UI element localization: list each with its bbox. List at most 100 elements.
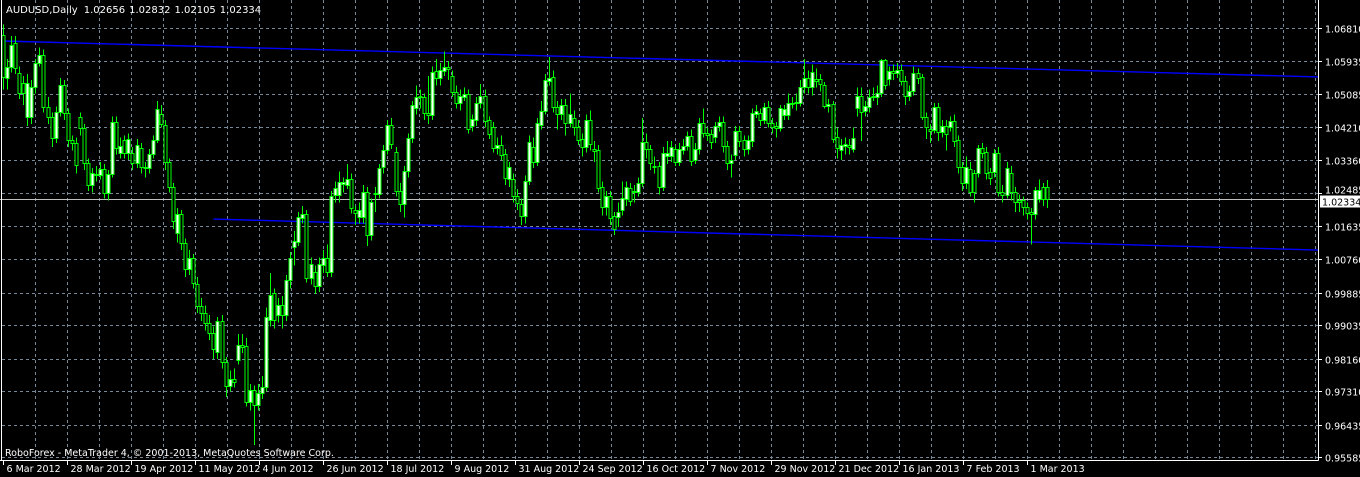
candle-body-bear [66, 113, 71, 141]
candle [272, 288, 277, 329]
candle-body-bear [499, 145, 504, 156]
candle [171, 183, 176, 230]
candle [418, 89, 423, 109]
candle-body-bear [551, 77, 556, 108]
trendline[interactable] [213, 218, 1319, 251]
candle-body-bull [402, 171, 407, 205]
candle [211, 326, 216, 359]
candle [406, 133, 411, 178]
candle [1037, 179, 1042, 203]
candle-body-bear [139, 148, 144, 168]
candle [883, 58, 888, 90]
candle-body-bear [592, 149, 597, 152]
candle [988, 167, 993, 186]
candle [1041, 183, 1046, 207]
candle [920, 74, 925, 121]
candle [398, 183, 403, 212]
candle-body-bull [992, 153, 997, 173]
candle-body-bear [822, 85, 827, 107]
candle [381, 144, 386, 174]
candle [746, 135, 751, 155]
date-axis[interactable]: 6 Mar 2012 28 Mar 2012 19 Apr 2012 11 May 2… [3, 461, 1085, 475]
candle [240, 334, 245, 354]
candle-body-bull [284, 280, 289, 316]
price-tick-label: 1.05935 [1325, 58, 1360, 69]
candle [236, 334, 241, 365]
candle [66, 108, 71, 147]
candle [907, 85, 912, 101]
candle-body-bull [264, 317, 269, 388]
candle-body-bear [1013, 192, 1018, 203]
date-tick-label: 11 May 2012 [199, 464, 261, 475]
candle-body-bull [802, 78, 807, 88]
candle-body-bear [86, 163, 91, 186]
current-price-box [1320, 195, 1360, 208]
candle-body-bear [572, 118, 577, 128]
candle-body-bear [519, 204, 524, 217]
candle [304, 209, 309, 283]
candle [21, 76, 26, 105]
candle-body-bear [224, 362, 229, 387]
candle [640, 118, 645, 187]
candle-body-bull [871, 96, 876, 98]
candle-body-bull [9, 45, 14, 68]
candle [130, 146, 135, 170]
candle-body-bull [361, 192, 366, 218]
candle-body-bear [952, 121, 957, 142]
candle-body-bull [256, 393, 261, 406]
candle [187, 250, 192, 275]
candle [559, 99, 564, 121]
candle-body-bear [62, 85, 67, 114]
trendlines[interactable] [2, 40, 1319, 251]
candle-body-bull [58, 85, 63, 113]
candle-body-bull [317, 264, 322, 287]
candle [1013, 186, 1018, 212]
candle-body-bull [887, 71, 892, 80]
candle-body-bull [381, 150, 386, 168]
candle-body-bear [588, 120, 593, 145]
candle [1033, 186, 1038, 220]
candle [980, 143, 985, 159]
candle [426, 76, 431, 124]
date-tick-label: 9 Aug 2012 [455, 464, 510, 475]
candle [389, 118, 394, 149]
candle [365, 186, 370, 247]
candle-body-bull [414, 97, 419, 109]
candle [855, 87, 860, 117]
candle-body-bull [341, 182, 346, 185]
candle [70, 135, 75, 151]
candle-body-bull [786, 103, 791, 116]
candle [568, 93, 573, 128]
candle-body-bear [434, 71, 439, 79]
candle-body-bull [175, 214, 180, 234]
candle [385, 120, 390, 155]
candle [147, 148, 152, 174]
candle [503, 148, 508, 186]
candle-body-bull [640, 142, 645, 184]
candle-body-bull [681, 146, 686, 151]
candle [778, 104, 783, 132]
date-tick-label: 1 Mar 2013 [1031, 464, 1085, 475]
candle-body-bear [1041, 187, 1046, 200]
candle-body-bull [1033, 190, 1038, 215]
candle-body-bull [843, 144, 848, 147]
candle [879, 58, 884, 98]
candle [996, 146, 1001, 197]
candle [139, 143, 144, 174]
candle-body-bull [438, 70, 443, 79]
candle [313, 265, 318, 294]
candle-body-bear [450, 76, 455, 93]
price-axis[interactable]: 1.06810 1.05935 1.05085 1.04210 1.03360 1.024… [1319, 25, 1360, 465]
date-tick-label: 7 Feb 2013 [967, 464, 1020, 475]
candle [782, 104, 787, 121]
candle [596, 144, 601, 193]
candle-body-bull [118, 146, 123, 154]
candle-body-bear [325, 258, 330, 273]
trendline[interactable] [2, 40, 1319, 78]
candle [470, 114, 475, 132]
candle [924, 112, 929, 140]
candle-body-bear [130, 153, 135, 164]
candle-body-bull [879, 60, 884, 94]
candle-body-bull [754, 111, 759, 115]
